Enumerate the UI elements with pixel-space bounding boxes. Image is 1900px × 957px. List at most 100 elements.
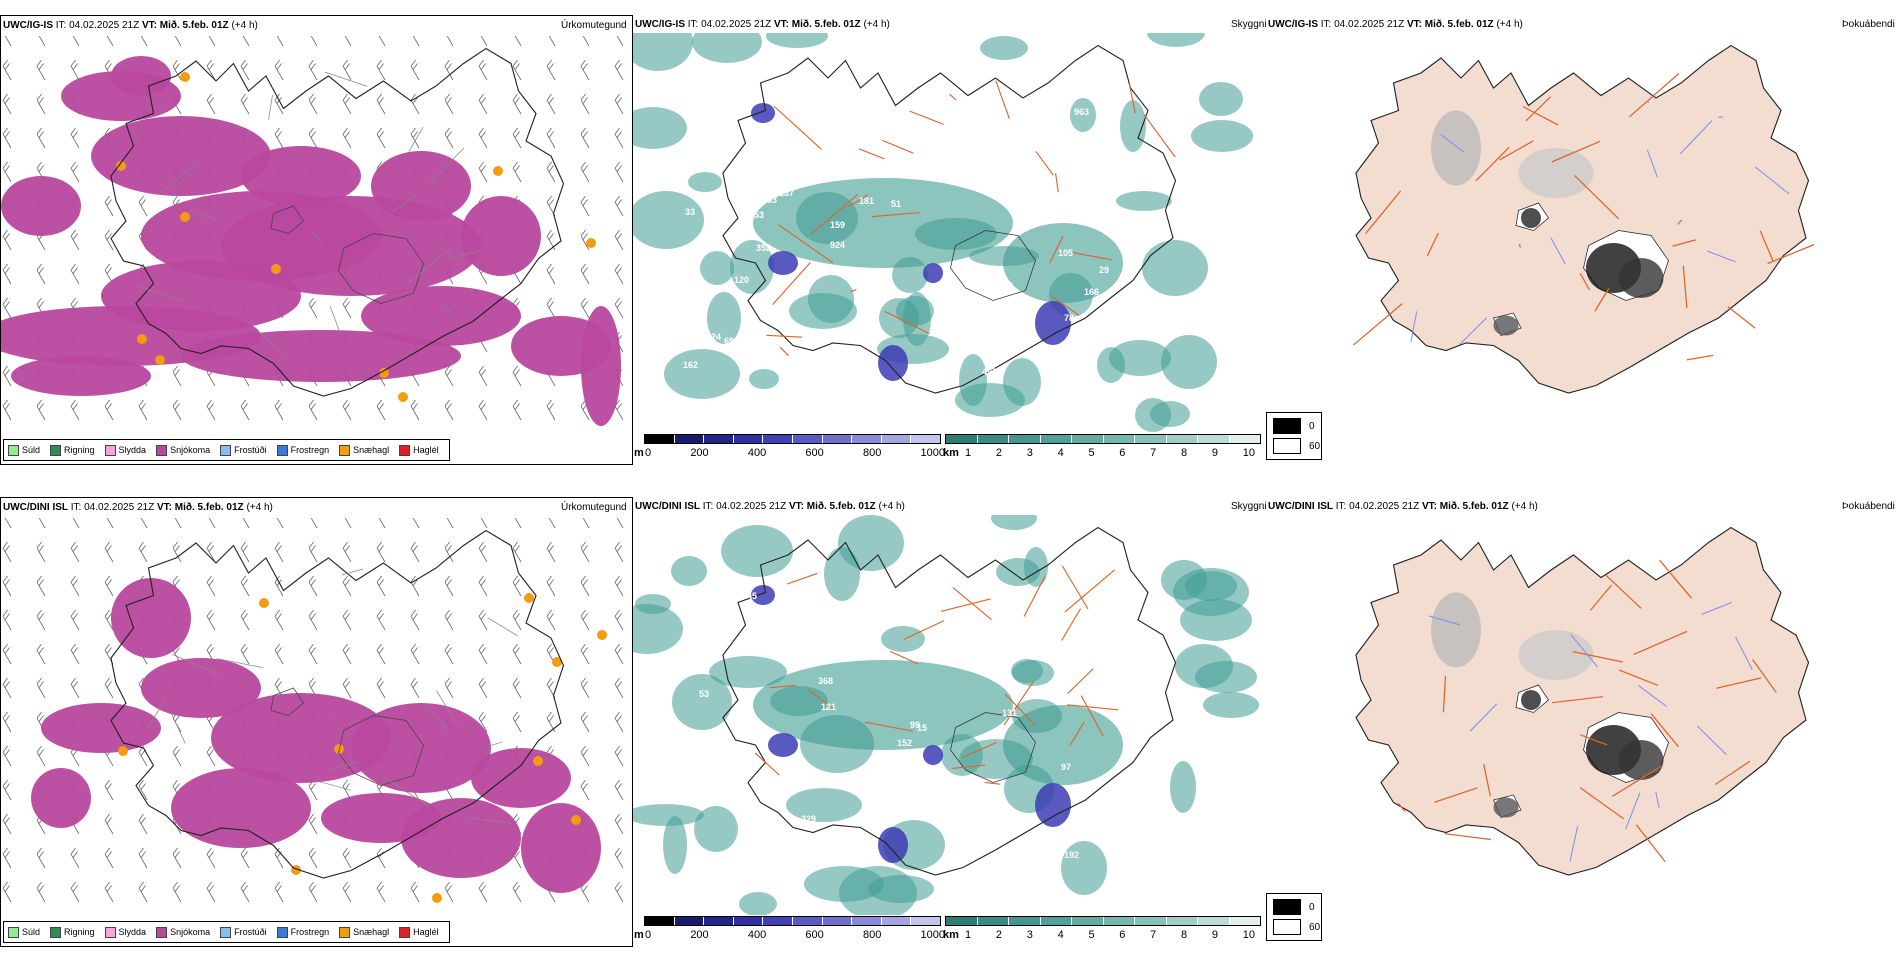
legend-swatch <box>220 445 231 456</box>
wind-barb-icon <box>70 518 86 528</box>
low-visibility-area <box>721 525 793 577</box>
wind-barb-icon <box>376 882 392 902</box>
hail-area <box>180 72 190 82</box>
wind-barb-icon <box>376 644 392 664</box>
wind-barb-icon <box>36 610 52 630</box>
precip-map-canvas <box>1 36 632 465</box>
fog-area <box>1035 301 1071 345</box>
road-line <box>1728 307 1755 329</box>
fog-area <box>878 345 908 381</box>
legend-label: Snæhagl <box>353 445 389 455</box>
wind-barb-icon <box>138 400 154 420</box>
wind-barb-icon <box>172 36 188 46</box>
wind-barb-icon <box>2 542 18 562</box>
panel-title: Þokuábendi <box>1842 501 1895 513</box>
visibility-value: 70 <box>964 178 974 188</box>
tick-label: 6 <box>1119 929 1125 941</box>
wind-barb-icon <box>444 542 460 562</box>
snow-area <box>111 578 191 658</box>
tick-label: 10 <box>1243 447 1255 459</box>
wind-barb-icon <box>308 400 324 420</box>
wind-barb-icon <box>308 298 324 318</box>
low-visibility-area <box>1135 398 1171 432</box>
fog-legend-swatch <box>1273 438 1301 454</box>
wind-barb-icon <box>36 882 52 902</box>
vt-value: Mið. 5.feb. 01Z <box>1440 501 1509 512</box>
wind-barb-icon <box>308 848 324 868</box>
visibility-value: 131 <box>1002 708 1017 718</box>
wind-barb-icon <box>614 814 630 834</box>
tick-label: 200 <box>690 447 708 459</box>
wind-barb-icon <box>172 746 188 766</box>
it-label: IT: <box>703 501 714 512</box>
it-label: IT: <box>56 20 67 31</box>
tick-label: 4 <box>1058 447 1064 459</box>
offset-label: (+4 h) <box>231 20 257 31</box>
legend-label: Snjókoma <box>170 927 210 937</box>
wind-barb-icon <box>104 576 120 596</box>
wind-barb-icon <box>104 542 120 562</box>
visibility-value: 408 <box>813 173 828 183</box>
visibility-value: 46 <box>1081 802 1091 812</box>
legend-swatch <box>399 927 410 938</box>
wind-barb-icon <box>36 94 52 114</box>
hail-area <box>271 264 281 274</box>
vt-value: Mið. 5.feb. 01Z <box>1425 19 1494 30</box>
legend-swatch <box>339 927 350 938</box>
legend-swatch <box>156 927 167 938</box>
wind-barb-icon <box>206 576 222 596</box>
wind-barb-icon <box>342 128 358 148</box>
low-visibility-area <box>739 892 777 915</box>
wind-barb-icon <box>512 400 528 420</box>
fog-shading <box>1519 630 1594 680</box>
wind-barb-icon <box>546 542 562 562</box>
low-visibility-area <box>991 515 1037 530</box>
low-visibility-area <box>635 594 671 614</box>
tick-label: 4 <box>1058 929 1064 941</box>
legend-swatch <box>8 927 19 938</box>
wind-barb-icon <box>376 610 392 630</box>
wind-barb-icon <box>512 610 528 630</box>
wind-barb-icon <box>614 678 630 698</box>
snow-area <box>1 176 81 236</box>
wind-barb-icon <box>478 518 494 528</box>
visibility-value: 96 <box>942 371 952 381</box>
wind-barb-icon <box>2 128 18 148</box>
wind-barb-icon <box>70 542 86 562</box>
wind-barb-icon <box>512 162 528 182</box>
wind-barb-icon <box>104 678 120 698</box>
wind-barb-icon <box>2 60 18 80</box>
iceland-land <box>1354 46 1814 394</box>
vt-value: Mið. 5.feb. 01Z <box>792 19 861 30</box>
colorbar-bin <box>852 435 882 443</box>
wind-barb-icon <box>36 36 52 46</box>
legend-swatch <box>399 445 410 456</box>
visibility-value: 243 <box>816 642 831 652</box>
low-visibility-area <box>633 33 693 71</box>
wind-barb-icon <box>36 264 52 284</box>
wind-barb-icon <box>614 36 630 46</box>
road-line <box>1062 566 1088 609</box>
tick-label: 400 <box>748 447 766 459</box>
colorbar-bin <box>1198 917 1230 925</box>
colorbar-bin <box>1041 917 1073 925</box>
wind-barb-icon <box>240 848 256 868</box>
wind-barb-icon <box>308 882 324 902</box>
wind-barb-icon <box>478 366 494 386</box>
low-visibility-area <box>692 33 762 63</box>
wind-barb-icon <box>614 230 630 250</box>
colorbar-bin <box>882 917 912 925</box>
wind-barb-icon <box>512 644 528 664</box>
legend-swatch <box>277 927 288 938</box>
wind-barb-icon <box>580 94 596 114</box>
legend-swatch <box>339 445 350 456</box>
visibility-value: 322 <box>998 281 1013 291</box>
iceland-land <box>1356 528 1809 876</box>
wind-barb-icon <box>240 518 256 528</box>
legend-label: Rigning <box>64 927 95 937</box>
snow-area <box>471 748 571 808</box>
low-visibility-area <box>1170 761 1196 813</box>
wind-barb-icon <box>580 196 596 216</box>
fog-legend-row: 60 <box>1273 919 1320 935</box>
wind-barb-icon <box>512 576 528 596</box>
